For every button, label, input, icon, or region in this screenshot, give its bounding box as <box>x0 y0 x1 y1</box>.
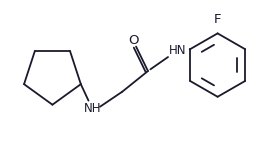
Text: F: F <box>214 13 221 26</box>
Text: O: O <box>128 34 138 47</box>
Text: HN: HN <box>169 44 187 57</box>
Text: NH: NH <box>83 102 101 115</box>
